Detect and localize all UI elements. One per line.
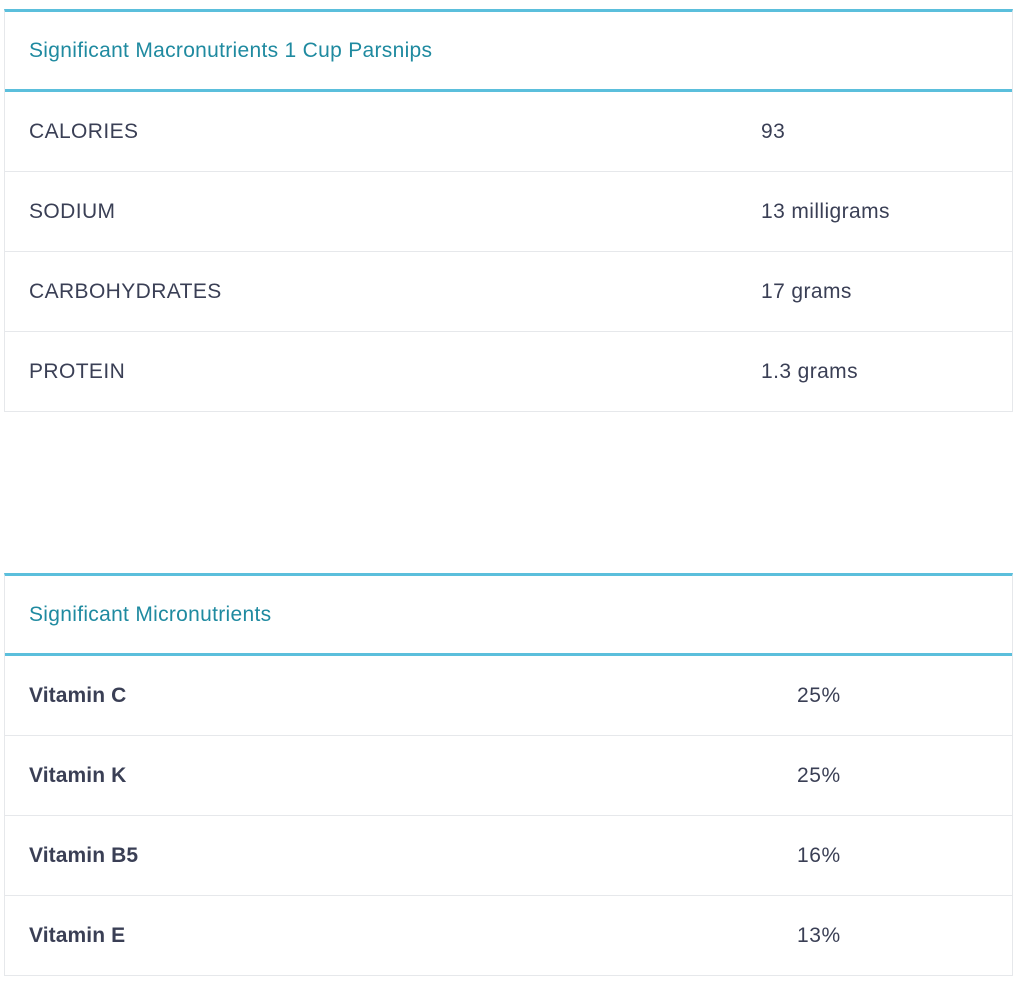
table-row: PROTEIN 1.3 grams	[5, 332, 1012, 412]
vitamin-label: Vitamin C	[29, 683, 127, 707]
vitamin-value: 16%	[797, 843, 841, 867]
table-row: CARBOHYDRATES 17 grams	[5, 252, 1012, 332]
vitamin-label: Vitamin K	[29, 763, 127, 787]
vitamin-label: Vitamin E	[29, 923, 126, 947]
micronutrients-title: Significant Micronutrients	[29, 602, 272, 626]
macronutrients-header: Significant Macronutrients 1 Cup Parsnip…	[5, 12, 1012, 92]
table-row: Vitamin E 13%	[5, 896, 1012, 976]
nutrient-value: 17 grams	[761, 279, 852, 303]
micronutrients-header: Significant Micronutrients	[5, 576, 1012, 656]
nutrient-value: 93	[761, 119, 786, 143]
nutrient-value: 13 milligrams	[761, 199, 890, 223]
table-row: Vitamin B5 16%	[5, 816, 1012, 896]
table-row: SODIUM 13 milligrams	[5, 172, 1012, 252]
table-row: Vitamin C 25%	[5, 656, 1012, 736]
nutrient-label: SODIUM	[29, 199, 116, 223]
micronutrients-table: Significant Micronutrients Vitamin C 25%…	[4, 573, 1013, 976]
vitamin-value: 25%	[797, 683, 841, 707]
macronutrients-table: Significant Macronutrients 1 Cup Parsnip…	[4, 9, 1013, 412]
table-row: CALORIES 93	[5, 92, 1012, 172]
vitamin-value: 13%	[797, 923, 841, 947]
nutrient-label: CARBOHYDRATES	[29, 279, 222, 303]
vitamin-value: 25%	[797, 763, 841, 787]
nutrient-label: CALORIES	[29, 119, 139, 143]
nutrient-value: 1.3 grams	[761, 359, 858, 383]
vitamin-label: Vitamin B5	[29, 843, 139, 867]
table-row: Vitamin K 25%	[5, 736, 1012, 816]
macronutrients-title: Significant Macronutrients 1 Cup Parsnip…	[29, 38, 433, 62]
nutrient-label: PROTEIN	[29, 359, 126, 383]
